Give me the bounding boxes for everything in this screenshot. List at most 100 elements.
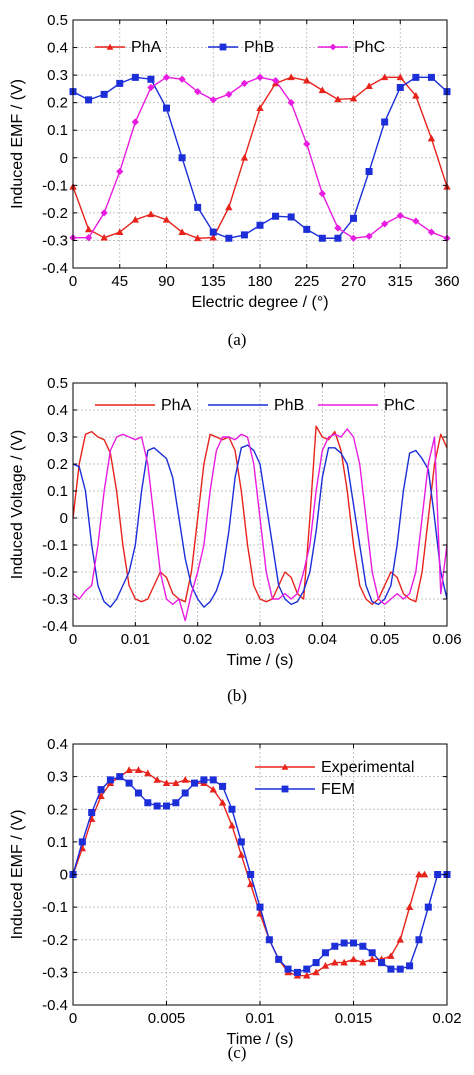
data-point [434,871,442,878]
data-point [287,213,295,221]
x-tick-label: 0.05 [370,631,399,648]
x-tick-label: 0.06 [432,631,461,648]
data-point [318,234,326,242]
data-point [144,799,152,807]
data-point [396,965,404,973]
data-point [368,955,376,963]
data-point [194,88,202,96]
data-point [162,215,171,223]
y-tick-label: -0.1 [42,177,68,194]
y-tick-label: 0.2 [47,801,68,818]
data-point [153,802,161,810]
series-line-phc [72,428,448,622]
data-point [396,212,404,220]
data-point [275,955,283,963]
y-tick-label: 0.3 [47,429,68,446]
data-point [225,234,233,242]
figure-caption: (c) [228,1043,247,1062]
data-point [271,76,280,85]
data-point [415,870,423,878]
data-point [147,75,155,83]
data-point [412,73,420,81]
legend-label: FEM [321,781,355,798]
x-tick-label: 180 [247,273,272,290]
legend-label: PhA [161,397,192,414]
data-point [163,104,170,112]
x-tick-label: 315 [388,273,413,290]
data-point [116,79,124,87]
data-point [209,228,217,236]
data-point [219,782,227,790]
data-point [365,168,373,176]
data-point [125,766,133,773]
data-point [97,786,105,794]
data-point [225,203,233,211]
legend-marker [329,43,337,51]
legend-item: PhC [318,397,415,414]
data-point [256,221,264,229]
data-point [131,215,140,223]
data-point [405,903,414,910]
data-point [153,776,161,783]
data-point [237,851,246,858]
x-tick-label: 0 [69,273,77,290]
data-point [178,75,186,83]
data-point [349,94,358,102]
x-tick-label: 0 [69,631,77,648]
y-tick-label: -0.3 [42,232,68,249]
data-point [246,880,255,888]
legend-label: PhB [274,397,304,414]
data-point [331,958,339,966]
y-tick-label: 0.3 [47,769,68,786]
data-point [240,231,248,239]
data-point [349,234,358,242]
data-point [381,220,389,228]
data-point [84,225,93,233]
chart-b: 0 0.01 0.02 0.03 0.04 0.05 0.06 -0.4 -0.3 -0.2 -0.… [9,375,462,705]
y-tick-label: -0.3 [42,591,68,608]
data-point [131,118,139,126]
chart-c: 0 0.005 0.01 0.015 0.02 -0.4 -0.3 -0.2 -0.1 0 0.1 0… [9,736,462,1062]
legend-label: PhA [131,39,162,56]
x-tick-label: 0.04 [308,631,337,648]
series-line-pha [72,425,448,606]
data-point [218,798,227,806]
y-tick-label: -0.4 [42,997,68,1014]
data-point [265,936,273,944]
data-point [78,838,86,846]
data-point [312,959,320,967]
x-axis-label: Time / (s) [227,1031,294,1048]
data-point [284,965,292,973]
legend-item: PhB [208,39,274,56]
legend-item: PhB [208,397,304,414]
data-point [359,942,367,950]
legend-item: PhC [318,39,385,56]
data-point [331,942,339,950]
x-tick-label: 0.01 [245,1010,274,1027]
data-point [396,935,404,943]
data-point [321,949,329,957]
y-tick-label: -0.4 [42,260,68,277]
figure-caption: (b) [227,686,247,705]
data-point [412,217,420,225]
y-axis-label: Induced EMF / (V) [9,79,26,209]
x-tick-label: 0.015 [335,1010,373,1027]
y-tick-label: -0.1 [42,537,68,554]
data-point [287,73,295,81]
x-tick-label: 0.005 [148,1010,186,1027]
data-point [200,776,208,784]
data-point [147,210,155,218]
data-point [387,952,395,959]
y-tick-label: 0.1 [47,834,68,851]
x-tick-label: 0.02 [432,1010,461,1027]
x-axis-label: Time / (s) [227,652,294,669]
data-point [194,203,202,211]
data-point [100,233,108,241]
data-point [172,799,180,807]
y-tick-label: 0.4 [47,40,68,57]
data-point [97,792,105,800]
data-point [427,134,436,142]
y-tick-label: 0 [60,510,68,527]
data-point [162,73,171,81]
